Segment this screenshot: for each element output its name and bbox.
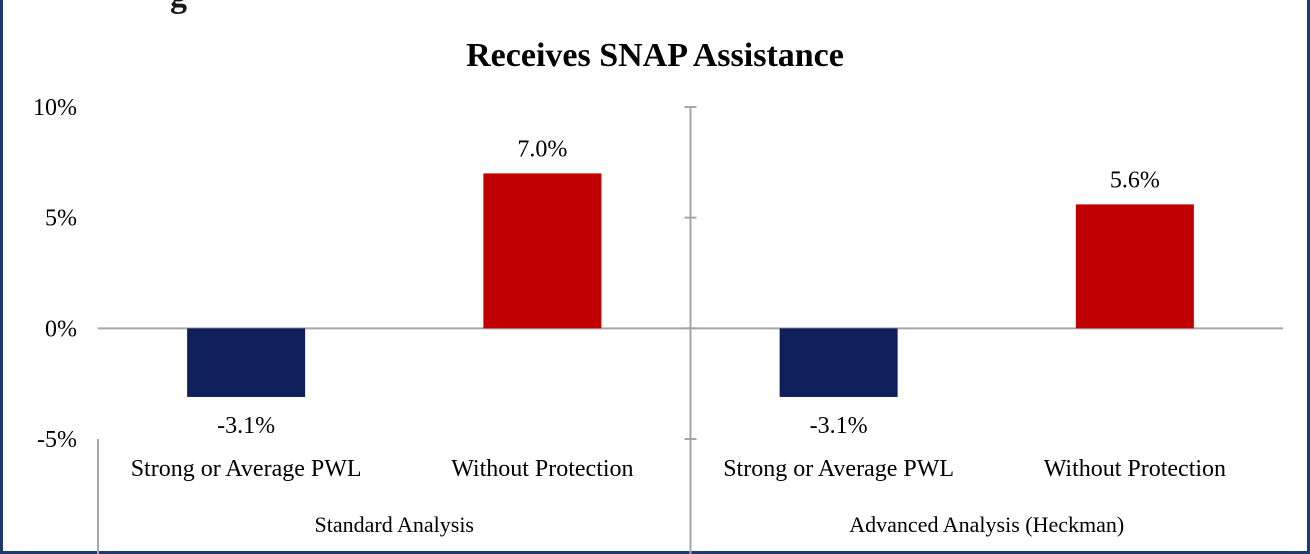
group-label: Standard Analysis (315, 512, 475, 537)
clipped-heading-fragment: g (170, 0, 187, 16)
bar (779, 328, 898, 397)
category-label: Without Protection (1044, 456, 1226, 482)
bars (187, 173, 1194, 397)
group-label: Advanced Analysis (Heckman) (849, 512, 1124, 537)
y-tick-label: 0% (45, 316, 77, 342)
y-tick-label: 10% (33, 95, 77, 121)
category-label: Strong or Average PWL (131, 456, 362, 482)
category-label: Strong or Average PWL (723, 456, 954, 482)
bar (483, 173, 602, 329)
data-label: 7.0% (517, 136, 567, 162)
y-tick-label: 5% (45, 206, 77, 232)
category-label: Without Protection (451, 456, 633, 482)
bar (1075, 204, 1194, 329)
chart-title: Receives SNAP Assistance (466, 37, 844, 74)
data-label: -3.1% (810, 413, 868, 439)
data-label: 5.6% (1110, 167, 1160, 193)
bar (187, 328, 306, 397)
data-label: -3.1% (217, 413, 275, 439)
labels: -5% 0% 5% 10% -3.1% Strong or Average PWL 7.0%… (33, 95, 1226, 537)
y-tick-label: -5% (37, 427, 77, 453)
